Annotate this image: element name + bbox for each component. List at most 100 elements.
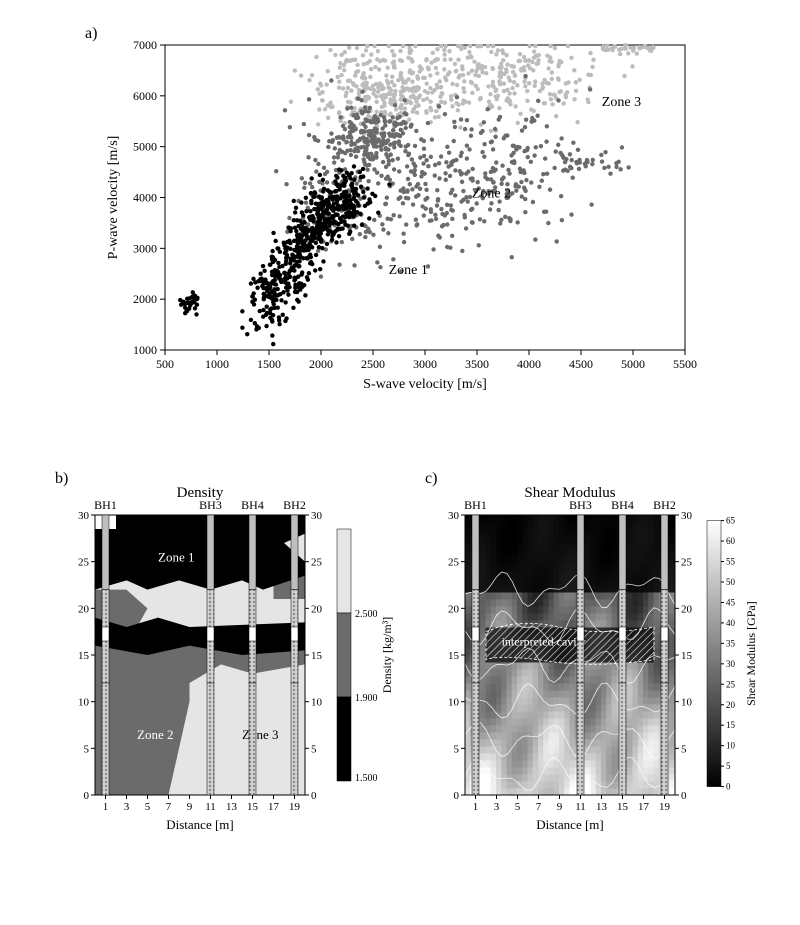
svg-text:c): c) [425, 470, 437, 487]
svg-text:0: 0 [311, 790, 317, 802]
svg-text:2000: 2000 [309, 357, 333, 371]
svg-text:3000: 3000 [133, 241, 157, 255]
svg-text:2000: 2000 [133, 292, 157, 306]
svg-text:25: 25 [681, 557, 693, 569]
svg-text:5: 5 [311, 743, 317, 755]
svg-text:30: 30 [311, 510, 323, 522]
svg-text:S-wave velocity [m/s]: S-wave velocity [m/s] [363, 377, 487, 392]
svg-text:17: 17 [268, 801, 280, 813]
svg-text:20: 20 [726, 700, 736, 710]
svg-text:9: 9 [187, 801, 193, 813]
svg-text:2.500: 2.500 [355, 609, 378, 620]
svg-text:15: 15 [681, 650, 693, 662]
svg-text:4000: 4000 [517, 357, 541, 371]
svg-text:1.900: 1.900 [355, 693, 378, 704]
svg-text:10: 10 [726, 741, 736, 751]
svg-text:20: 20 [448, 603, 460, 615]
svg-text:25: 25 [78, 557, 90, 569]
svg-text:5000: 5000 [621, 357, 645, 371]
svg-text:Zone 2: Zone 2 [472, 187, 511, 202]
svg-text:5: 5 [454, 743, 460, 755]
svg-text:BH2: BH2 [653, 498, 676, 512]
svg-text:BH3: BH3 [569, 498, 592, 512]
svg-text:5: 5 [726, 761, 731, 771]
svg-text:3000: 3000 [413, 357, 437, 371]
svg-text:1000: 1000 [133, 343, 157, 357]
svg-text:5500: 5500 [673, 357, 697, 371]
svg-text:BH1: BH1 [94, 498, 117, 512]
figure-root: a)50010001500200025003000350040004500500… [20, 20, 780, 905]
svg-text:11: 11 [575, 801, 586, 813]
svg-text:P-wave velocity [m/s]: P-wave velocity [m/s] [106, 136, 121, 260]
svg-text:6000: 6000 [133, 89, 157, 103]
svg-text:5: 5 [681, 743, 687, 755]
svg-text:10: 10 [78, 697, 90, 709]
svg-text:interpreted cavity: interpreted cavity [502, 635, 586, 649]
svg-text:4500: 4500 [569, 357, 593, 371]
svg-text:Distance [m]: Distance [m] [166, 817, 234, 832]
svg-text:13: 13 [596, 801, 608, 813]
svg-text:7: 7 [166, 801, 172, 813]
svg-text:15: 15 [617, 801, 629, 813]
series-zone-1 [178, 164, 392, 346]
svg-text:Shear Modulus [GPa]: Shear Modulus [GPa] [744, 601, 758, 706]
svg-text:45: 45 [726, 597, 736, 607]
svg-text:500: 500 [156, 357, 174, 371]
svg-text:25: 25 [726, 679, 736, 689]
svg-text:15: 15 [247, 801, 259, 813]
svg-text:7: 7 [536, 801, 542, 813]
svg-text:7000: 7000 [133, 38, 157, 52]
svg-text:30: 30 [681, 510, 693, 522]
svg-text:BH4: BH4 [611, 498, 634, 512]
svg-text:4000: 4000 [133, 191, 157, 205]
svg-text:65: 65 [726, 516, 736, 526]
svg-text:10: 10 [448, 697, 460, 709]
svg-text:BH3: BH3 [199, 498, 222, 512]
svg-text:Distance [m]: Distance [m] [536, 817, 604, 832]
svg-text:a): a) [85, 25, 97, 42]
svg-text:20: 20 [311, 603, 323, 615]
svg-text:Zone 1: Zone 1 [389, 263, 428, 278]
svg-text:Zone 3: Zone 3 [602, 95, 641, 110]
svg-text:Zone 3: Zone 3 [242, 727, 278, 742]
svg-text:0: 0 [84, 790, 90, 802]
svg-text:17: 17 [638, 801, 650, 813]
svg-text:BH2: BH2 [283, 498, 306, 512]
svg-text:3: 3 [494, 801, 500, 813]
svg-text:BH1: BH1 [464, 498, 487, 512]
svg-text:20: 20 [78, 603, 90, 615]
svg-text:20: 20 [681, 603, 693, 615]
svg-text:b): b) [55, 470, 68, 487]
svg-text:1000: 1000 [205, 357, 229, 371]
svg-text:50: 50 [726, 577, 736, 587]
svg-text:1: 1 [473, 801, 479, 813]
svg-text:5000: 5000 [133, 140, 157, 154]
svg-text:Density [kg/m³]: Density [kg/m³] [380, 617, 394, 694]
svg-text:10: 10 [681, 697, 693, 709]
svg-text:9: 9 [557, 801, 563, 813]
svg-text:1: 1 [103, 801, 109, 813]
svg-text:10: 10 [311, 697, 323, 709]
svg-text:1500: 1500 [257, 357, 281, 371]
svg-text:19: 19 [289, 801, 301, 813]
svg-text:25: 25 [311, 557, 323, 569]
svg-text:15: 15 [78, 650, 90, 662]
svg-text:3: 3 [124, 801, 130, 813]
figure-svg: a)50010001500200025003000350040004500500… [20, 20, 780, 900]
svg-text:5: 5 [145, 801, 151, 813]
svg-text:0: 0 [726, 782, 731, 792]
svg-text:15: 15 [448, 650, 460, 662]
svg-text:0: 0 [454, 790, 460, 802]
svg-text:2500: 2500 [361, 357, 385, 371]
svg-text:60: 60 [726, 536, 736, 546]
svg-text:30: 30 [726, 659, 736, 669]
svg-text:13: 13 [226, 801, 238, 813]
svg-text:25: 25 [448, 557, 460, 569]
svg-text:30: 30 [78, 510, 90, 522]
svg-text:1.500: 1.500 [355, 773, 378, 784]
svg-text:35: 35 [726, 638, 736, 648]
svg-text:5: 5 [84, 743, 90, 755]
svg-text:11: 11 [205, 801, 216, 813]
svg-text:55: 55 [726, 557, 736, 567]
svg-text:3500: 3500 [465, 357, 489, 371]
